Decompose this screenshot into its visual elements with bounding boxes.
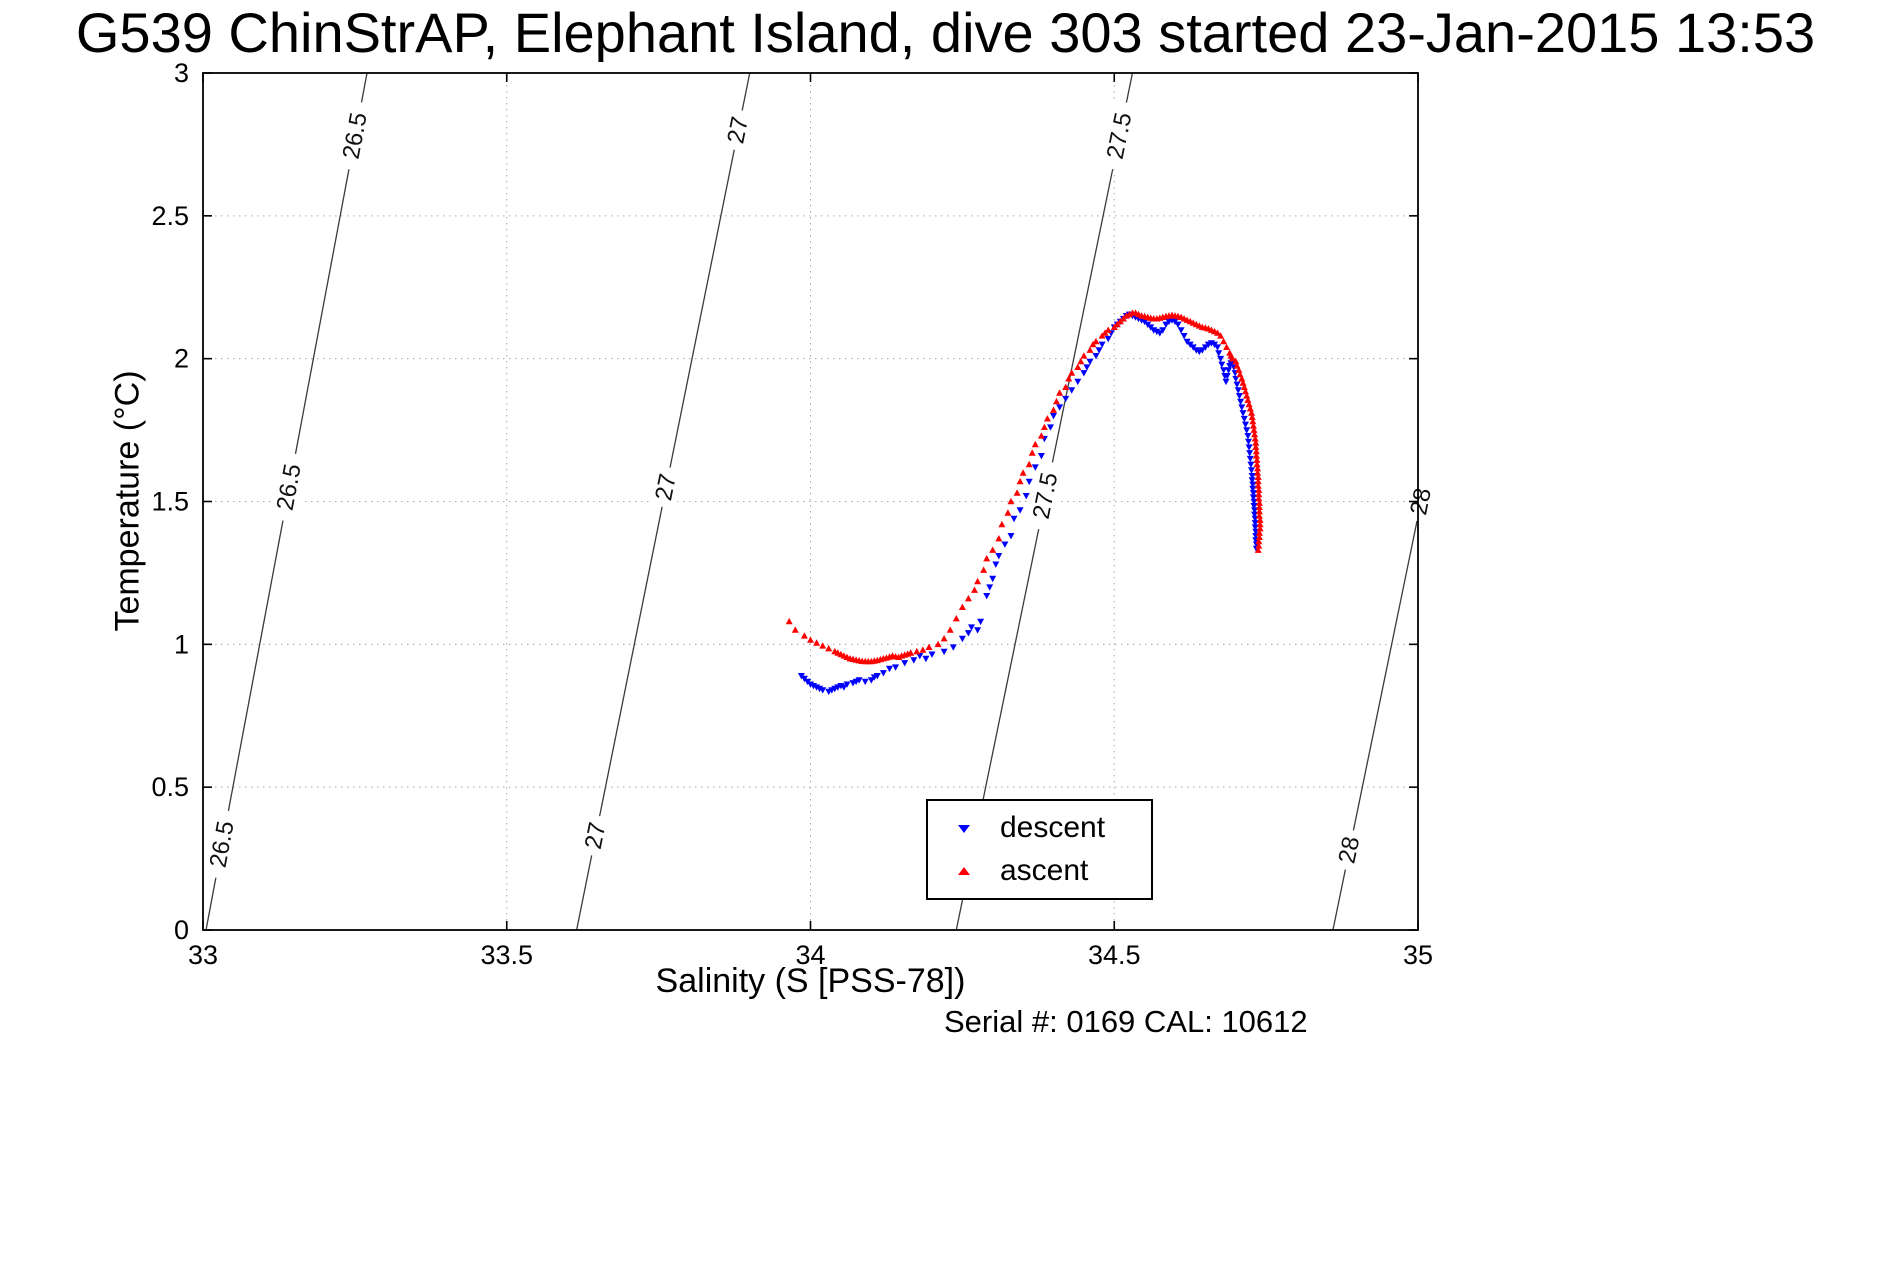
legend-entry-descent: descent [928, 811, 1151, 845]
serial-caption: Serial #: 0169 CAL: 10612 [944, 1004, 1308, 1039]
svg-text:34: 34 [795, 940, 825, 970]
svg-text:1.5: 1.5 [151, 487, 189, 517]
contour-label: 26.5 [269, 451, 310, 524]
triangle-down-icon [958, 824, 970, 833]
svg-text:27: 27 [580, 820, 612, 852]
svg-text:3: 3 [174, 58, 189, 88]
contour-label: 27 [720, 107, 756, 153]
svg-text:26.5: 26.5 [338, 110, 373, 161]
ascent-series [785, 309, 1264, 665]
grid-lines [202, 72, 1419, 931]
svg-text:0.5: 0.5 [151, 772, 189, 802]
svg-text:2.5: 2.5 [151, 201, 189, 231]
contour-label: 28 [1331, 827, 1368, 873]
y-tick-labels: 0 0.5 1 1.5 2 2.5 3 [151, 58, 189, 945]
contour-label: 27 [577, 813, 614, 859]
svg-text:27: 27 [650, 471, 682, 503]
contour-label: 27 [648, 464, 684, 510]
legend-label-descent: descent [1000, 810, 1106, 844]
svg-text:27.5: 27.5 [1102, 110, 1138, 161]
legend-label-ascent: ascent [1000, 854, 1089, 888]
descent-marker-icon [928, 821, 1000, 835]
svg-text:27: 27 [722, 114, 754, 146]
svg-text:27.5: 27.5 [1028, 470, 1064, 521]
x-tick-labels: 33 33.5 34 34.5 35 [188, 940, 1433, 970]
legend-entry-ascent: ascent [928, 854, 1151, 888]
svg-text:35: 35 [1403, 940, 1433, 970]
x-axis-label: Salinity (S [PSS-78]) [655, 962, 966, 1000]
contour-label: 27.5 [1025, 459, 1067, 532]
ascent-marker-icon [928, 864, 1000, 878]
svg-text:33.5: 33.5 [480, 940, 533, 970]
y-axis-label: Temperature (°C) [108, 370, 147, 632]
triangle-up-icon [958, 867, 970, 876]
svg-text:0: 0 [174, 915, 189, 945]
legend: descent ascent [926, 799, 1153, 900]
svg-text:1: 1 [174, 629, 189, 659]
svg-text:33: 33 [188, 940, 218, 970]
contour-label: 28 [1403, 479, 1439, 524]
svg-text:26.5: 26.5 [272, 462, 307, 513]
svg-text:2: 2 [174, 344, 189, 374]
plot-border [202, 72, 1419, 931]
chart-title: G539 ChinStrAP, Elephant Island, dive 30… [75, 1, 1816, 62]
contour-label: 27.5 [1099, 99, 1141, 172]
contour-label: 26.5 [335, 99, 376, 172]
svg-text:26.5: 26.5 [205, 819, 240, 870]
descent-series [797, 311, 1260, 696]
svg-text:34.5: 34.5 [1088, 940, 1141, 970]
contour-label: 26.5 [202, 808, 243, 881]
svg-text:28: 28 [1333, 834, 1365, 866]
